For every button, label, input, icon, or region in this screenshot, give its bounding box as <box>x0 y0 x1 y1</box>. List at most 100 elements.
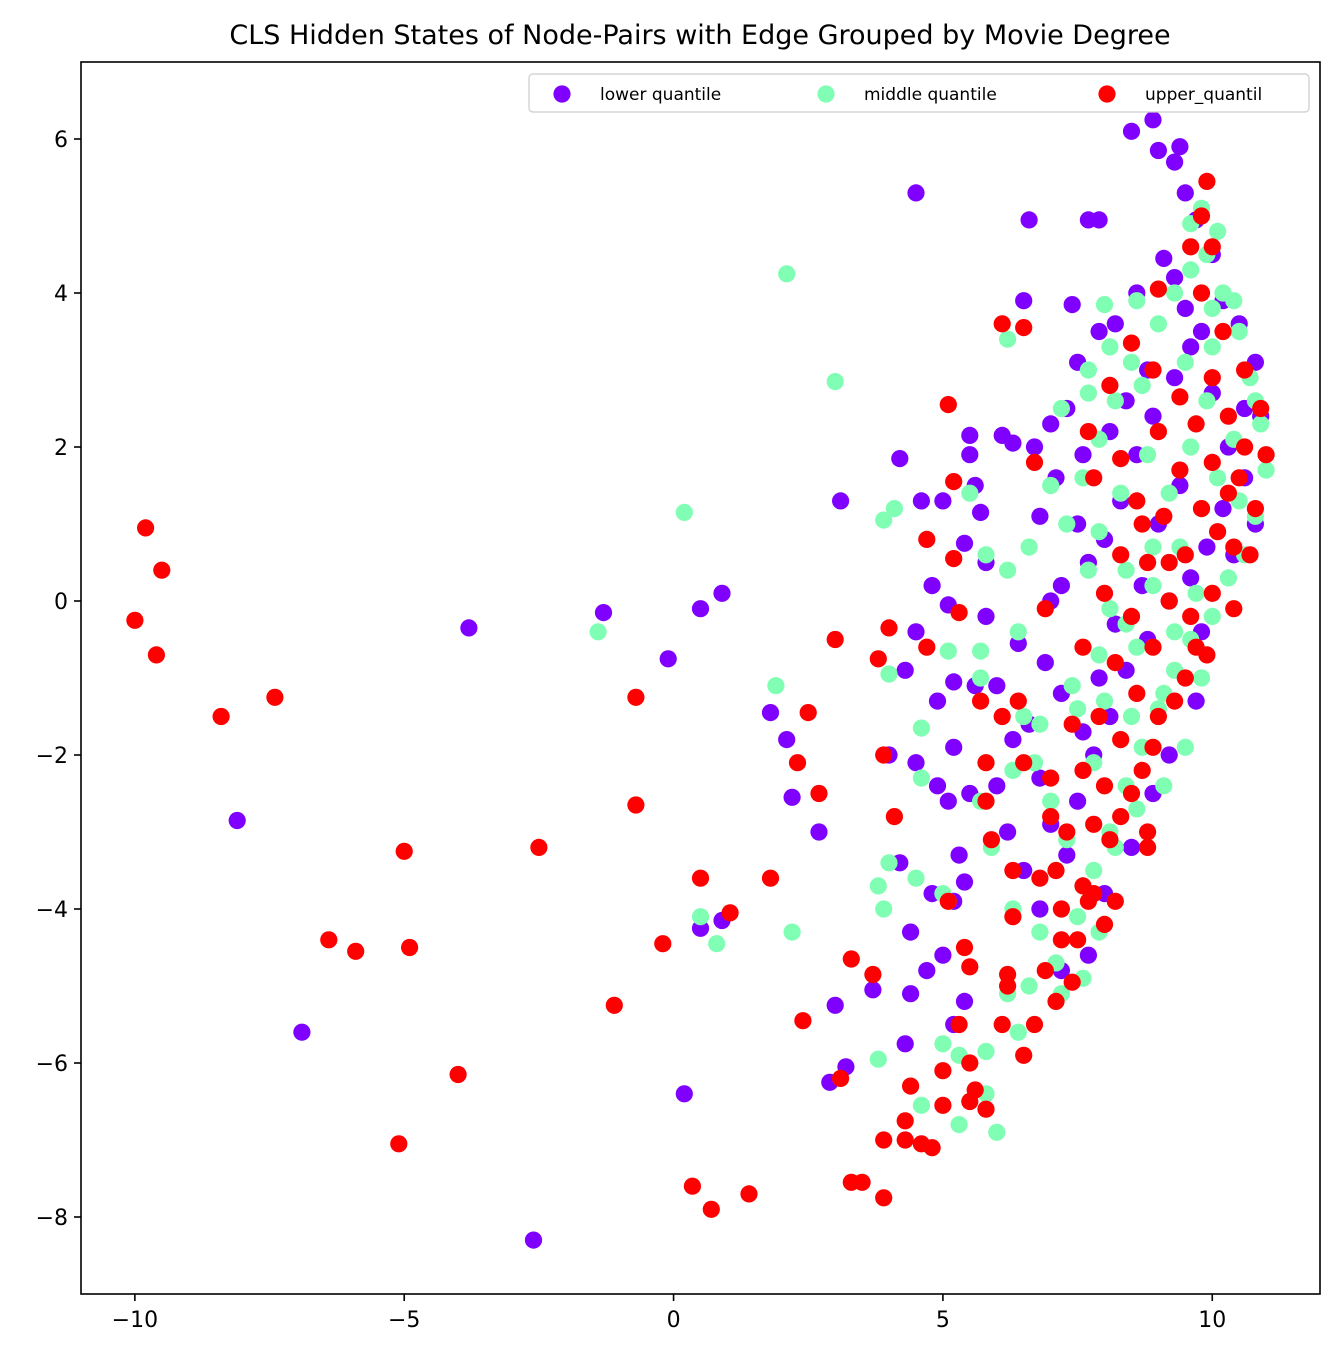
data-point-2-61 <box>939 642 957 660</box>
data-point-1-92 <box>896 1035 914 1053</box>
data-point-3-115 <box>1214 322 1232 341</box>
data-point-3-78 <box>1052 931 1070 949</box>
data-point-3-33 <box>864 965 882 984</box>
data-point-1-50 <box>1149 141 1167 160</box>
data-point-2-11 <box>880 854 898 872</box>
data-point-3-79 <box>1047 992 1065 1011</box>
series-1 <box>228 111 1270 1249</box>
data-point-1-15 <box>810 823 828 841</box>
data-point-2-104 <box>1122 707 1141 726</box>
data-point-3-57 <box>961 1054 979 1072</box>
data-point-2-29 <box>1219 569 1237 587</box>
data-point-1-52 <box>1171 138 1189 156</box>
data-point-1-34 <box>1004 434 1022 452</box>
data-point-1-23 <box>912 492 931 510</box>
data-point-3-24 <box>788 754 807 772</box>
data-point-3-157 <box>1182 607 1200 626</box>
data-point-3-64 <box>972 692 990 710</box>
data-point-1-17 <box>826 996 844 1014</box>
data-point-2-51 <box>875 511 893 529</box>
data-point-1-9 <box>675 1085 693 1103</box>
data-point-3-13 <box>530 838 548 857</box>
legend-marker-1 <box>553 85 571 103</box>
data-point-3-146 <box>1025 1015 1044 1034</box>
data-point-2-50 <box>999 330 1017 348</box>
data-point-1-27 <box>955 534 974 552</box>
data-point-3-149 <box>1031 869 1049 887</box>
data-point-2-87 <box>1149 315 1167 333</box>
data-point-1-107 <box>1052 577 1070 595</box>
x-tick-label: 10 <box>1198 1308 1226 1333</box>
data-point-2-106 <box>1160 484 1178 502</box>
data-point-3-29 <box>832 1069 850 1087</box>
data-point-3-76 <box>1042 769 1060 787</box>
data-point-3-140 <box>1139 838 1157 857</box>
data-point-3-3 <box>126 611 144 629</box>
data-point-1-83 <box>928 777 947 795</box>
data-point-3-134 <box>1198 646 1216 664</box>
data-point-3-141 <box>1106 892 1124 910</box>
data-point-3-80 <box>1063 973 1081 991</box>
data-point-1-138 <box>1192 322 1211 341</box>
data-point-2-95 <box>1128 638 1146 656</box>
data-point-2-98 <box>1155 777 1173 795</box>
data-point-1-118 <box>1182 338 1200 356</box>
data-point-1-36 <box>1020 211 1038 229</box>
data-point-3-52 <box>945 550 963 568</box>
data-point-3-126 <box>1112 450 1130 468</box>
data-point-3-54 <box>955 938 974 957</box>
data-point-1-2 <box>594 604 613 622</box>
data-point-3-156 <box>1160 553 1178 572</box>
data-point-3-116 <box>1192 284 1211 302</box>
data-point-1-53 <box>1176 184 1194 202</box>
legend-label-2: middle quantile <box>864 85 997 105</box>
data-point-2-71 <box>1031 923 1049 941</box>
data-point-3-154 <box>1112 546 1130 564</box>
data-point-3-59 <box>966 1081 984 1099</box>
data-point-1-66 <box>1187 692 1205 710</box>
data-point-2-109 <box>1090 523 1108 541</box>
data-point-2-21 <box>1085 861 1103 880</box>
data-point-3-39 <box>885 808 904 826</box>
data-point-2-9 <box>869 877 887 895</box>
legend-marker-2 <box>817 85 835 103</box>
data-point-3-104 <box>1069 931 1087 949</box>
data-point-3-55 <box>961 958 979 976</box>
data-point-2-118 <box>1192 669 1211 687</box>
data-point-1-94 <box>955 992 974 1011</box>
data-point-2-43 <box>1079 361 1097 379</box>
data-point-3-70 <box>1015 754 1033 772</box>
data-point-3-119 <box>1198 172 1216 190</box>
data-point-1-13 <box>778 731 796 749</box>
data-point-3-86 <box>1144 638 1162 656</box>
data-point-3-85 <box>1128 684 1146 703</box>
data-point-3-159 <box>1219 484 1237 502</box>
y-tick-label: −4 <box>36 898 68 923</box>
data-point-1-89 <box>934 946 952 964</box>
data-point-1-96 <box>928 692 947 710</box>
data-point-3-51 <box>945 473 963 491</box>
data-point-3-69 <box>1004 861 1022 880</box>
data-point-1-56 <box>1166 269 1184 287</box>
data-point-3-99 <box>1166 692 1184 710</box>
data-point-2-40 <box>1209 222 1227 240</box>
y-tick-label: 6 <box>54 128 68 153</box>
legend-label-1: lower quantile <box>600 85 721 105</box>
data-point-3-14 <box>605 996 623 1014</box>
data-point-2-1 <box>589 623 607 641</box>
data-point-2-8 <box>783 923 801 941</box>
data-point-2-116 <box>1187 584 1205 602</box>
data-point-3-93 <box>1252 399 1270 418</box>
data-point-2-77 <box>1063 677 1081 695</box>
data-point-3-128 <box>1128 492 1146 510</box>
data-point-2-113 <box>1225 292 1243 310</box>
data-point-3-35 <box>875 746 893 764</box>
data-point-2-121 <box>1133 376 1151 394</box>
data-point-1-22 <box>907 184 925 202</box>
data-point-3-73 <box>1015 319 1033 337</box>
data-point-3-111 <box>1155 507 1173 525</box>
data-point-3-77 <box>1047 861 1065 880</box>
data-point-1-8 <box>524 1231 543 1249</box>
data-point-3-20 <box>740 1185 758 1203</box>
data-point-3-74 <box>1025 453 1044 471</box>
